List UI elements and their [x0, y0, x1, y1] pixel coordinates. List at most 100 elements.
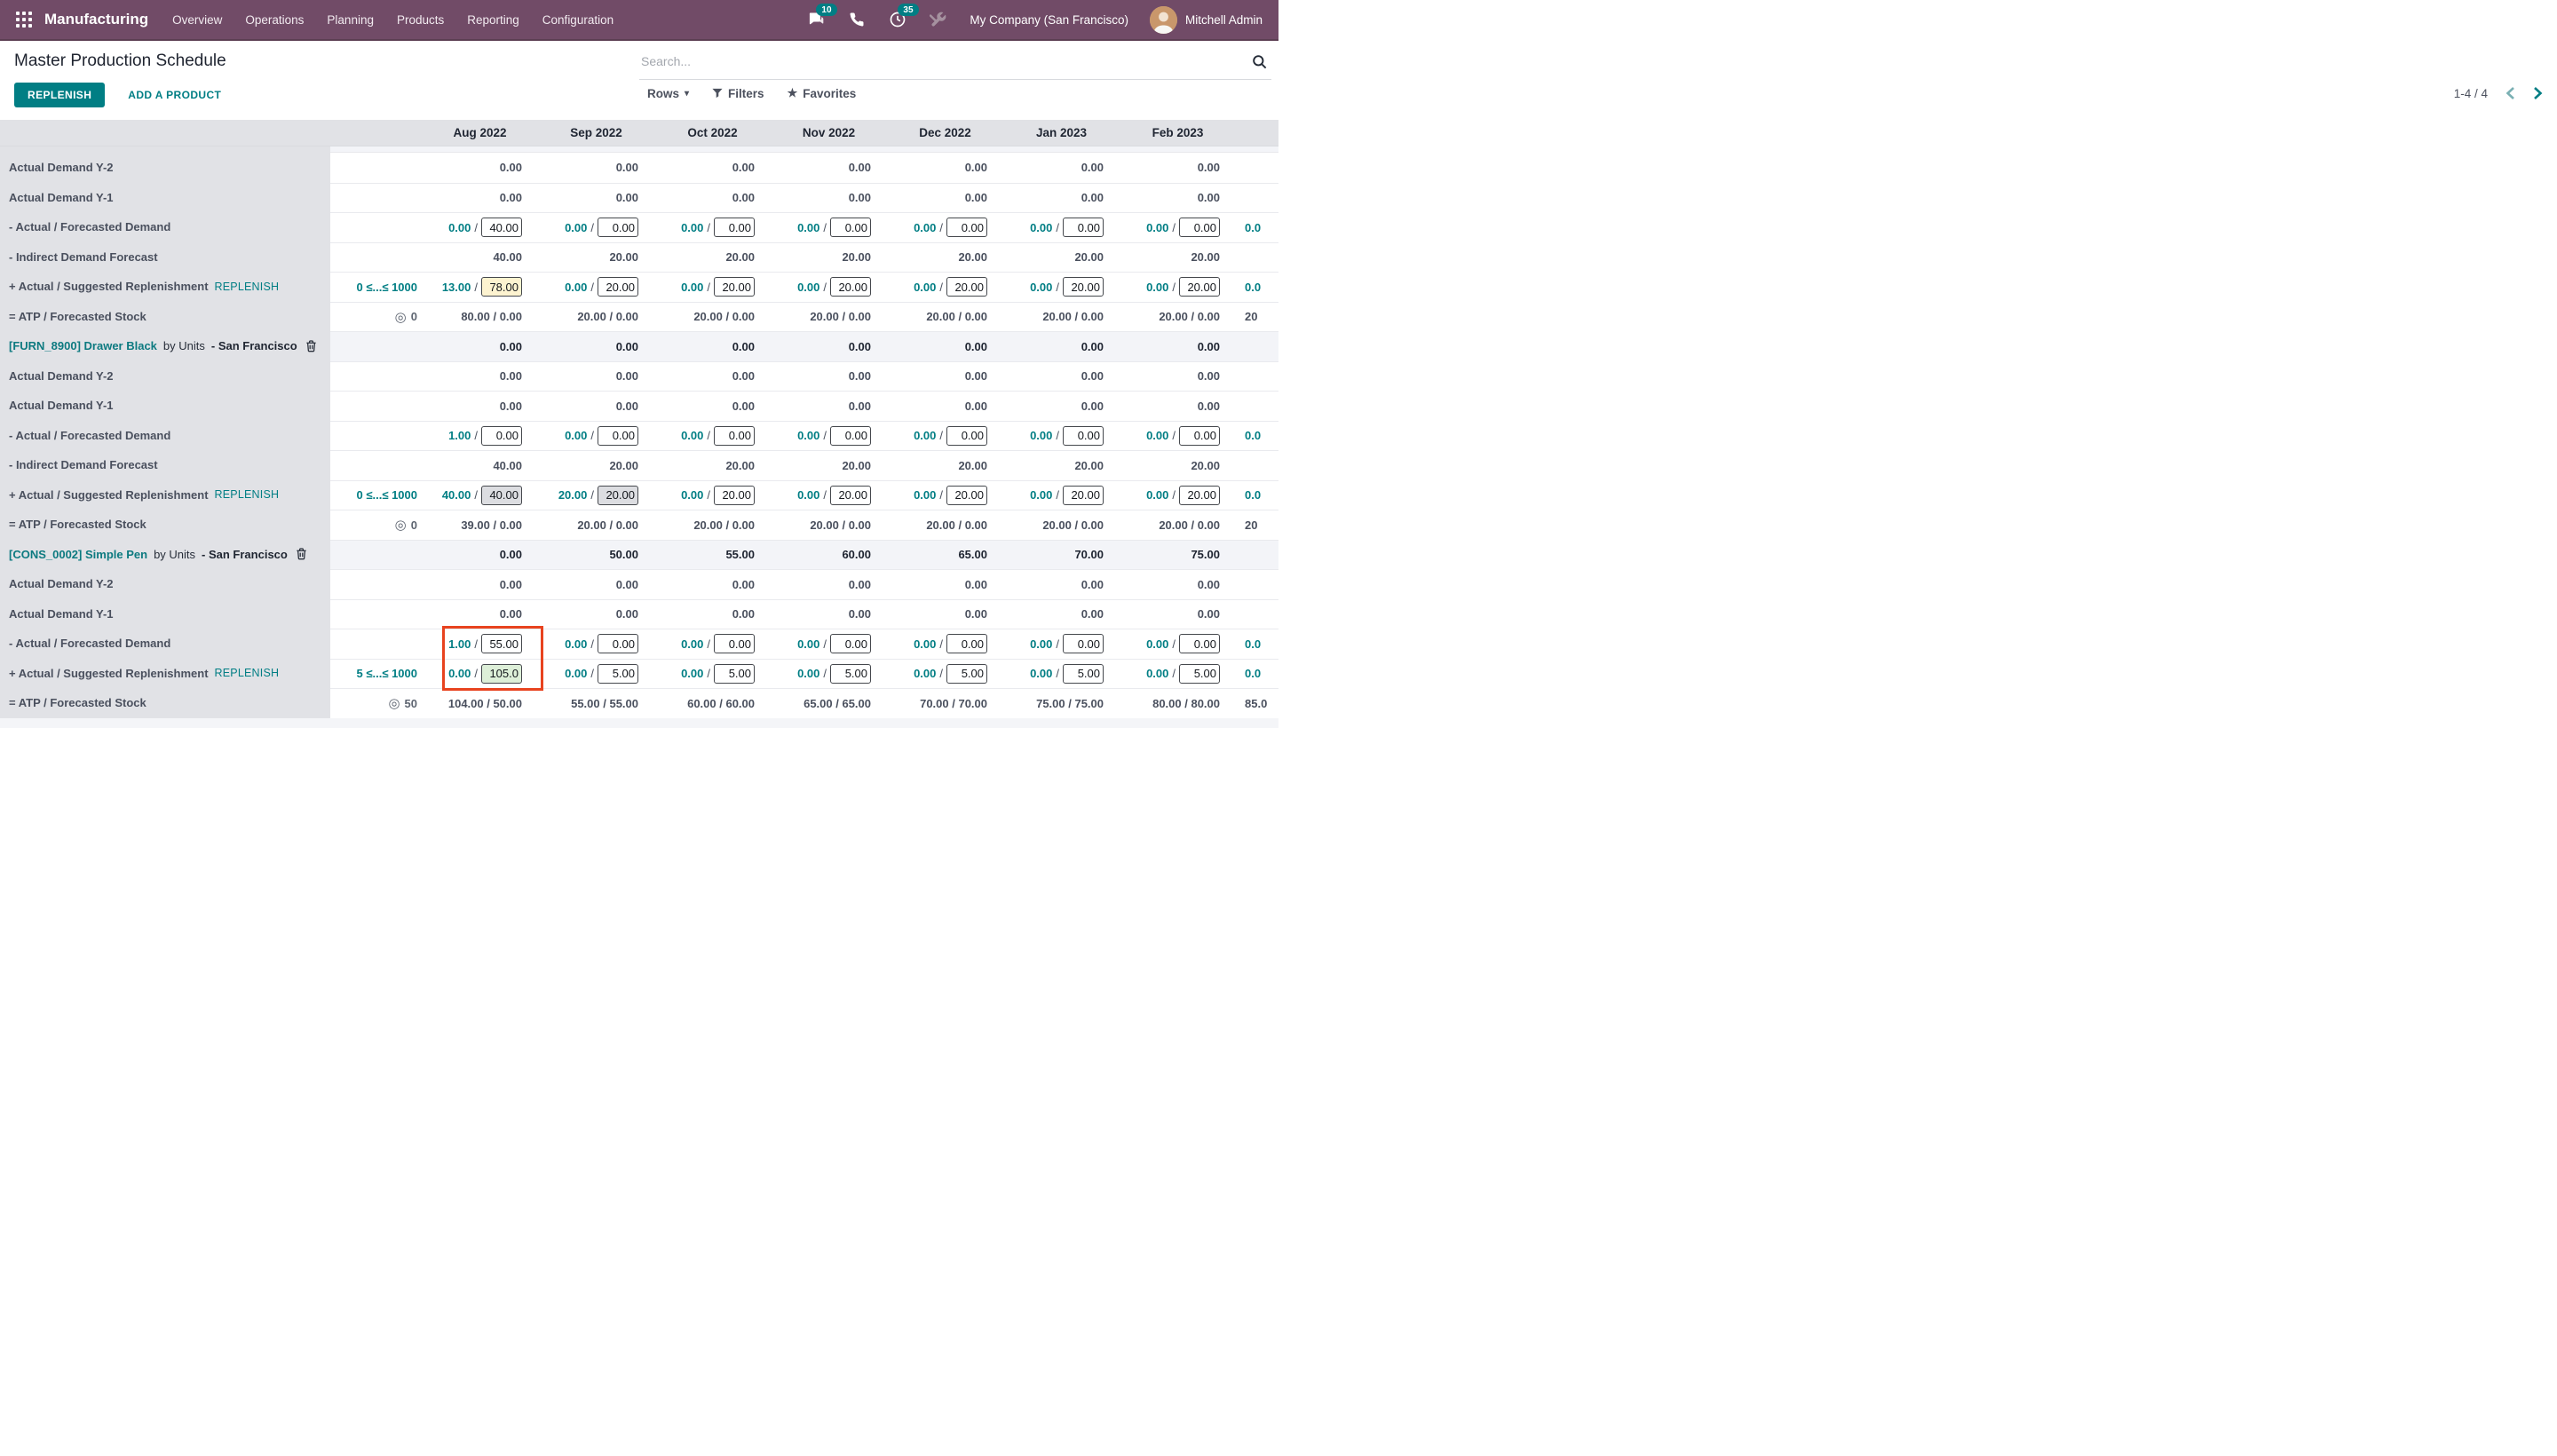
- product-uom-label: by Units: [154, 547, 196, 561]
- app-brand[interactable]: Manufacturing: [44, 11, 149, 28]
- replenish-qty-input[interactable]: [830, 277, 871, 297]
- product-link[interactable]: [CONS_0002] Simple Pen: [9, 547, 148, 561]
- row-label-cell: = ATP / Forecasted Stock: [0, 510, 330, 540]
- trash-icon[interactable]: [305, 340, 317, 352]
- target-value: 0: [410, 310, 417, 324]
- min-max-replenish-range[interactable]: 0 ≤...≤ 1000: [356, 280, 417, 294]
- replenish-qty-input[interactable]: [946, 485, 987, 505]
- value-separator: /: [474, 429, 478, 443]
- actual-value: 0.00: [1030, 667, 1053, 681]
- forecast-demand-input[interactable]: [830, 634, 871, 654]
- replenish-qty-input[interactable]: [481, 277, 522, 297]
- filters-dropdown[interactable]: Filters: [712, 87, 764, 100]
- row-label-cell: - Indirect Demand Forecast: [0, 241, 330, 272]
- forecast-demand-input[interactable]: [946, 218, 987, 238]
- value-cell: 0.00: [1120, 360, 1236, 391]
- add-a-product-button[interactable]: ADD A PRODUCT: [123, 88, 226, 102]
- user-menu[interactable]: Mitchell Admin: [1149, 5, 1263, 34]
- favorites-dropdown[interactable]: ★ Favorites: [788, 86, 857, 100]
- forecast-demand-input[interactable]: [830, 425, 871, 446]
- replenish-qty-input[interactable]: [1179, 277, 1220, 297]
- table-bottom-strip: [0, 718, 1278, 728]
- pager-prev-icon[interactable]: [2506, 86, 2515, 100]
- forecast-demand-input[interactable]: [598, 634, 638, 654]
- target-icon: ◎: [388, 696, 400, 712]
- row-label-cell: - Actual / Forecasted Demand: [0, 420, 330, 450]
- replenish-qty-input[interactable]: [481, 663, 522, 684]
- menu-item-planning[interactable]: Planning: [327, 12, 374, 27]
- replenish-qty-input[interactable]: [1063, 485, 1104, 505]
- debug-tools-icon[interactable]: [929, 10, 948, 29]
- replenish-qty-input[interactable]: [598, 277, 638, 297]
- forecast-demand-input[interactable]: [598, 425, 638, 446]
- replenish-qty-input[interactable]: [946, 663, 987, 684]
- value-cell: 20.00: [1003, 241, 1120, 272]
- actual-value: 0.00: [565, 280, 588, 294]
- value-cell: 75.00 / 75.00: [1003, 688, 1120, 718]
- forecast-demand-input[interactable]: [598, 218, 638, 238]
- company-switcher[interactable]: My Company (San Francisco): [970, 12, 1128, 27]
- forecast-demand-input[interactable]: [946, 634, 987, 654]
- replenish-qty-input[interactable]: [598, 485, 638, 505]
- replenish-qty-input[interactable]: [1179, 485, 1220, 505]
- replenish-qty-input[interactable]: [1063, 663, 1104, 684]
- product-total-cell: 55.00: [654, 539, 771, 569]
- safety-stock-target[interactable]: ◎ 0: [395, 309, 417, 325]
- forecast-demand-input[interactable]: [481, 634, 522, 654]
- replenish-qty-input[interactable]: [946, 277, 987, 297]
- replenish-qty-input[interactable]: [481, 485, 522, 505]
- forecast-demand-input[interactable]: [1179, 425, 1220, 446]
- mps-data-row: Actual Demand Y-1 0.00 0.00 0.00 0.00 0.00 0.0…: [0, 598, 1278, 629]
- forecast-demand-input[interactable]: [830, 218, 871, 238]
- safety-stock-target[interactable]: ◎ 50: [388, 695, 417, 711]
- messages-icon[interactable]: 10: [806, 4, 837, 29]
- product-link[interactable]: [FURN_8900] Drawer Black: [9, 339, 157, 353]
- forecast-demand-input[interactable]: [946, 425, 987, 446]
- value-cell: 0.00: [538, 598, 654, 629]
- actual-value: 1.00: [448, 637, 471, 651]
- replenish-qty-input[interactable]: [1179, 663, 1220, 684]
- forecast-demand-input[interactable]: [714, 425, 755, 446]
- replenish-qty-input[interactable]: [1063, 277, 1104, 297]
- apps-grid-icon[interactable]: [11, 6, 37, 33]
- forecast-demand-input[interactable]: [714, 634, 755, 654]
- rows-dropdown[interactable]: Rows ▾: [647, 87, 689, 100]
- safety-stock-target[interactable]: ◎ 0: [395, 517, 417, 533]
- min-max-replenish-range[interactable]: 0 ≤...≤ 1000: [356, 488, 417, 502]
- value-separator: /: [1172, 637, 1176, 651]
- row-replenish-link[interactable]: REPLENISH: [214, 280, 280, 293]
- phone-icon[interactable]: [847, 10, 867, 29]
- forecast-demand-input[interactable]: [1063, 425, 1104, 446]
- min-max-replenish-range[interactable]: 5 ≤...≤ 1000: [356, 667, 417, 681]
- forecast-demand-input[interactable]: [481, 218, 522, 238]
- menu-item-products[interactable]: Products: [396, 12, 445, 27]
- value-separator: /: [474, 488, 478, 502]
- mps-data-row: + Actual / Suggested Replenishment REPLEN…: [0, 658, 1278, 688]
- search-input[interactable]: [639, 46, 1225, 76]
- replenish-qty-input[interactable]: [598, 663, 638, 684]
- pager-next-icon[interactable]: [2533, 86, 2543, 100]
- search-icon[interactable]: [1251, 53, 1268, 75]
- replenish-qty-input[interactable]: [714, 485, 755, 505]
- menu-item-configuration[interactable]: Configuration: [542, 12, 614, 27]
- forecast-demand-input[interactable]: [1063, 634, 1104, 654]
- forecast-demand-input[interactable]: [1179, 634, 1220, 654]
- forecast-demand-input[interactable]: [1063, 218, 1104, 238]
- row-replenish-link[interactable]: REPLENISH: [214, 488, 280, 502]
- replenish-qty-input[interactable]: [830, 663, 871, 684]
- replenish-qty-input[interactable]: [830, 485, 871, 505]
- row-label: Actual Demand Y-1: [9, 606, 114, 621]
- forecast-demand-input[interactable]: [714, 218, 755, 238]
- menu-item-operations[interactable]: Operations: [245, 12, 305, 27]
- menu-item-overview[interactable]: Overview: [172, 12, 223, 27]
- trash-icon[interactable]: [296, 548, 307, 560]
- row-replenish-link[interactable]: REPLENISH: [214, 667, 280, 680]
- forecast-demand-input[interactable]: [481, 425, 522, 446]
- activities-clock-icon[interactable]: 35: [888, 4, 919, 29]
- replenish-qty-input[interactable]: [714, 277, 755, 297]
- value-separator: /: [1056, 429, 1059, 443]
- menu-item-reporting[interactable]: Reporting: [467, 12, 519, 27]
- replenish-qty-input[interactable]: [714, 663, 755, 684]
- forecast-demand-input[interactable]: [1179, 218, 1220, 238]
- replenish-button[interactable]: REPLENISH: [14, 83, 106, 107]
